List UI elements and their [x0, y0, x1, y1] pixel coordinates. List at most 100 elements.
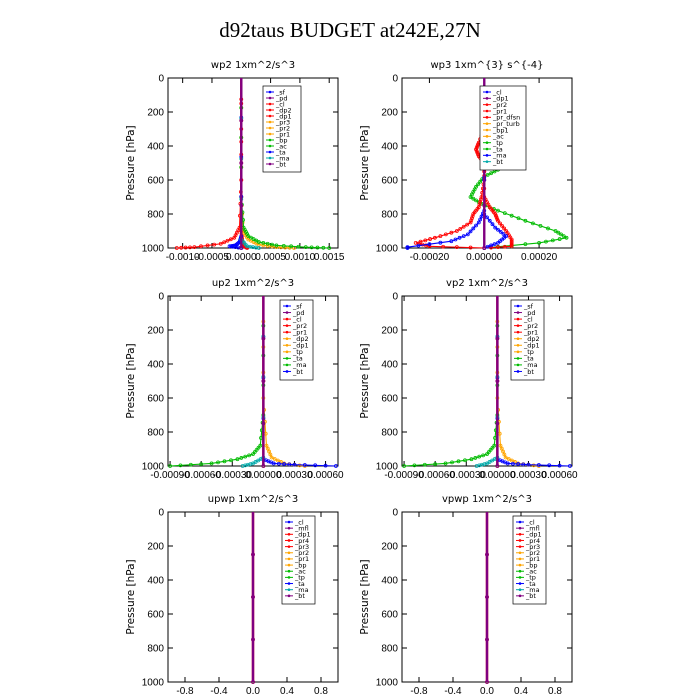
series-marker — [265, 446, 270, 451]
series-marker — [178, 463, 183, 468]
legend-entry: _ta — [525, 580, 536, 588]
panel-title: vp2 1xm^2/s^3 — [446, 278, 528, 289]
series-marker — [509, 213, 514, 218]
legend-entry: _pr1 — [525, 555, 540, 563]
legend-entry: _sf — [292, 302, 303, 310]
series-marker — [251, 452, 255, 457]
series-marker — [258, 443, 263, 448]
series-marker — [461, 224, 466, 229]
legend-entry: _pr3 — [294, 543, 309, 551]
x-tick-label: 0.4 — [514, 686, 528, 697]
series-marker — [495, 464, 500, 468]
series-marker — [490, 222, 495, 227]
series-marker — [488, 447, 493, 452]
series-marker — [247, 453, 252, 458]
series-marker — [218, 241, 223, 246]
legend-marker — [287, 569, 291, 573]
legend-entry: _pr1 — [523, 328, 538, 336]
series-marker — [478, 179, 483, 184]
legend-marker — [268, 108, 272, 112]
series-marker — [502, 211, 507, 216]
legend-marker — [287, 526, 291, 530]
y-tick-label: 0 — [392, 508, 398, 519]
series-marker — [478, 217, 483, 222]
series-marker — [413, 240, 418, 245]
legend-entry: _sf — [523, 302, 534, 310]
series-marker — [501, 232, 506, 236]
series-marker — [209, 461, 214, 466]
legend-marker — [285, 317, 289, 321]
series-marker — [268, 452, 273, 457]
legend-marker — [516, 350, 520, 354]
series-marker — [261, 240, 266, 245]
series-marker — [485, 680, 489, 684]
chart-panel-4: vp2 1xm^2/s^3 Pressure [hPa] 0 200 400 600 800… — [359, 278, 578, 481]
legend-marker — [268, 114, 272, 118]
legend-entry: _ta — [492, 145, 503, 153]
plot-frame — [167, 77, 339, 249]
series-marker — [479, 214, 484, 219]
series-marker — [261, 379, 266, 383]
legend-entry: _ac — [492, 133, 504, 141]
y-axis-label: Pressure [hPa] — [359, 125, 371, 200]
series-marker — [506, 457, 511, 461]
y-tick-label: 800 — [381, 210, 398, 221]
series-marker — [500, 223, 504, 228]
x-tick-label: -0.4 — [210, 686, 228, 697]
legend-marker — [285, 311, 289, 314]
x-tick-label: -0.00060 — [415, 470, 455, 481]
series-marker — [274, 243, 279, 248]
chart-panel-6: vpwp 1xm^2/s^3 Pressure [hPa] 0 200 400 600 80… — [359, 494, 573, 697]
series-marker — [225, 238, 230, 243]
series-marker — [509, 244, 514, 249]
series-marker — [463, 458, 467, 463]
y-tick-label: 400 — [147, 142, 164, 153]
series-marker — [239, 456, 244, 460]
series-marker — [454, 245, 459, 250]
series-marker — [281, 243, 286, 248]
series-marker — [252, 450, 257, 454]
legend-entry: _cl — [492, 88, 502, 96]
series-marker — [212, 242, 217, 247]
x-tick-label: 0.0005 — [255, 252, 286, 263]
legend-marker — [485, 90, 489, 94]
series-marker — [412, 463, 417, 468]
series-marker — [495, 421, 500, 426]
legend-marker — [268, 162, 272, 166]
series-marker — [188, 245, 192, 250]
series-marker — [498, 443, 503, 448]
series-line-dp2 — [176, 78, 242, 249]
panel-title: upwp 1xm^2/s^3 — [208, 494, 298, 505]
y-tick-label: 400 — [381, 576, 398, 587]
legend-marker — [516, 317, 520, 321]
y-tick-label: 400 — [147, 360, 164, 371]
legend-entry: _pr2 — [492, 101, 507, 109]
plot-frame — [167, 295, 339, 467]
legend-marker — [285, 343, 289, 347]
legend-marker — [518, 569, 522, 573]
legend-entry: _bp — [294, 561, 307, 569]
series-marker — [492, 242, 497, 247]
legend-marker — [518, 576, 522, 579]
legend-entry: _ta — [275, 148, 286, 156]
legend-marker — [485, 122, 489, 125]
legend-marker — [285, 350, 289, 354]
series-marker — [511, 461, 515, 466]
series-marker — [505, 461, 510, 466]
series-marker — [485, 244, 490, 249]
legend-entry: _pr3 — [275, 118, 290, 126]
legend-marker — [516, 311, 520, 314]
series-marker — [296, 244, 301, 249]
legend-box — [279, 299, 314, 381]
series-marker — [496, 240, 500, 245]
series-marker — [496, 208, 500, 213]
legend-marker — [516, 330, 520, 334]
y-tick-label: 1000 — [376, 462, 399, 473]
legend-marker — [485, 128, 489, 132]
series-marker — [251, 637, 255, 642]
y-tick-label: 800 — [147, 210, 164, 221]
series-marker — [216, 460, 220, 465]
y-tick-label: 800 — [147, 644, 164, 655]
series-marker — [502, 226, 507, 231]
series-marker — [474, 464, 479, 468]
